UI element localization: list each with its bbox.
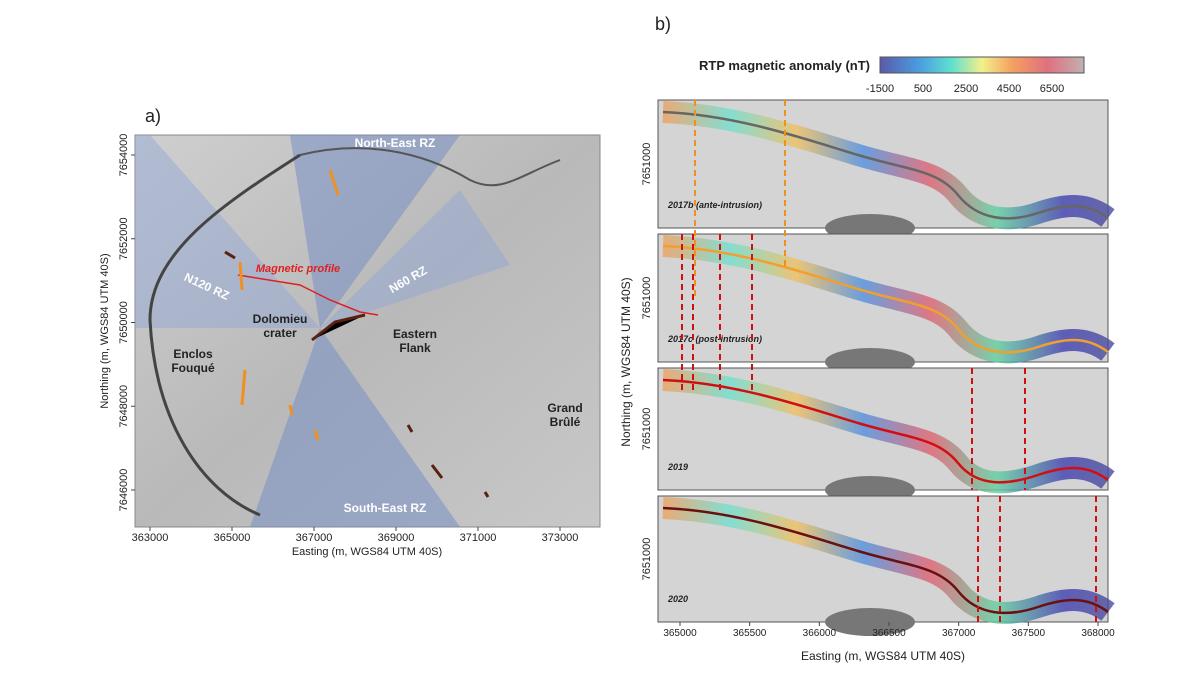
x-axis-label: Easting (m, WGS84 UTM 40S) (801, 649, 965, 663)
strip-label: 2020 (667, 594, 688, 604)
label-line: Enclos (173, 347, 213, 361)
x-tick-label: 363000 (132, 532, 169, 544)
strip-label: 2017c (post-intrusion) (667, 334, 762, 344)
y-tick-label: 7651000 (641, 277, 653, 320)
profile-line (662, 244, 1109, 354)
x-tick-label: 369000 (378, 532, 415, 544)
y-tick-label: 7648000 (118, 385, 130, 428)
x-tick-label: 365000 (214, 532, 251, 544)
y-tick-label: 7651000 (641, 538, 653, 581)
strip-label: 2017b (ante-intrusion) (667, 200, 762, 210)
x-tick-label: 365500 (733, 628, 767, 639)
panel-letter: b) (655, 14, 671, 34)
y-axis-label: Northing (m, WGS84 UTM 40S) (99, 253, 111, 408)
x-tick-label: 373000 (542, 532, 579, 544)
y-tick-label: 7651000 (641, 408, 653, 451)
map-label: Grand Brûlé (547, 401, 582, 429)
panel-letter: a) (145, 106, 161, 126)
y-tick-label: 7651000 (641, 143, 653, 186)
profile-line (662, 506, 1109, 615)
x-tick-label: 367000 (296, 532, 333, 544)
label-line: Eastern (393, 327, 437, 341)
label-line: Grand (547, 401, 582, 415)
label-line: Dolomieu (253, 312, 308, 326)
x-tick-label: 366500 (872, 628, 906, 639)
map-label: Dolomieu crater (253, 312, 308, 340)
colorbar-tick-label: 2500 (954, 83, 978, 95)
crater-shadow (825, 608, 915, 636)
colorbar (879, 56, 1085, 74)
map-a (134, 134, 601, 528)
map-label: Magnetic profile (256, 263, 340, 275)
x-tick-label: 365000 (663, 628, 697, 639)
map-label: Eastern Flank (393, 327, 437, 355)
y-tick-label: 7654000 (118, 134, 130, 177)
colorbar-tick-label: 4500 (997, 83, 1021, 95)
x-axis-label: Easting (m, WGS84 UTM 40S) (292, 546, 442, 558)
label-line: Flank (399, 341, 431, 355)
colorbar-tick-label: 500 (914, 83, 932, 95)
y-axis-label: Northing (m, WGS84 UTM 40S) (619, 277, 633, 446)
colorbar-tick-label: 6500 (1040, 83, 1064, 95)
y-tick-label: 7650000 (118, 301, 130, 344)
x-tick-label: 368000 (1081, 628, 1115, 639)
x-tick-label: 366000 (803, 628, 837, 639)
strip-label: 2019 (667, 462, 688, 472)
profile-line (662, 378, 1109, 484)
colorbar-title: RTP magnetic anomaly (nT) (699, 58, 870, 73)
map-label: North-East RZ (355, 136, 436, 150)
map-label: Enclos Fouqué (171, 347, 215, 375)
label-line: Brûlé (550, 415, 581, 429)
y-tick-label: 7646000 (118, 469, 130, 512)
x-tick-label: 367000 (942, 628, 976, 639)
x-tick-label: 371000 (460, 532, 497, 544)
colorbar-tick-label: -1500 (866, 83, 894, 95)
profile-line (662, 110, 1109, 220)
y-tick-label: 7652000 (118, 217, 130, 260)
label-line: Fouqué (171, 361, 215, 375)
label-line: crater (263, 326, 297, 340)
x-tick-label: 367500 (1012, 628, 1046, 639)
map-label: South-East RZ (344, 501, 427, 515)
